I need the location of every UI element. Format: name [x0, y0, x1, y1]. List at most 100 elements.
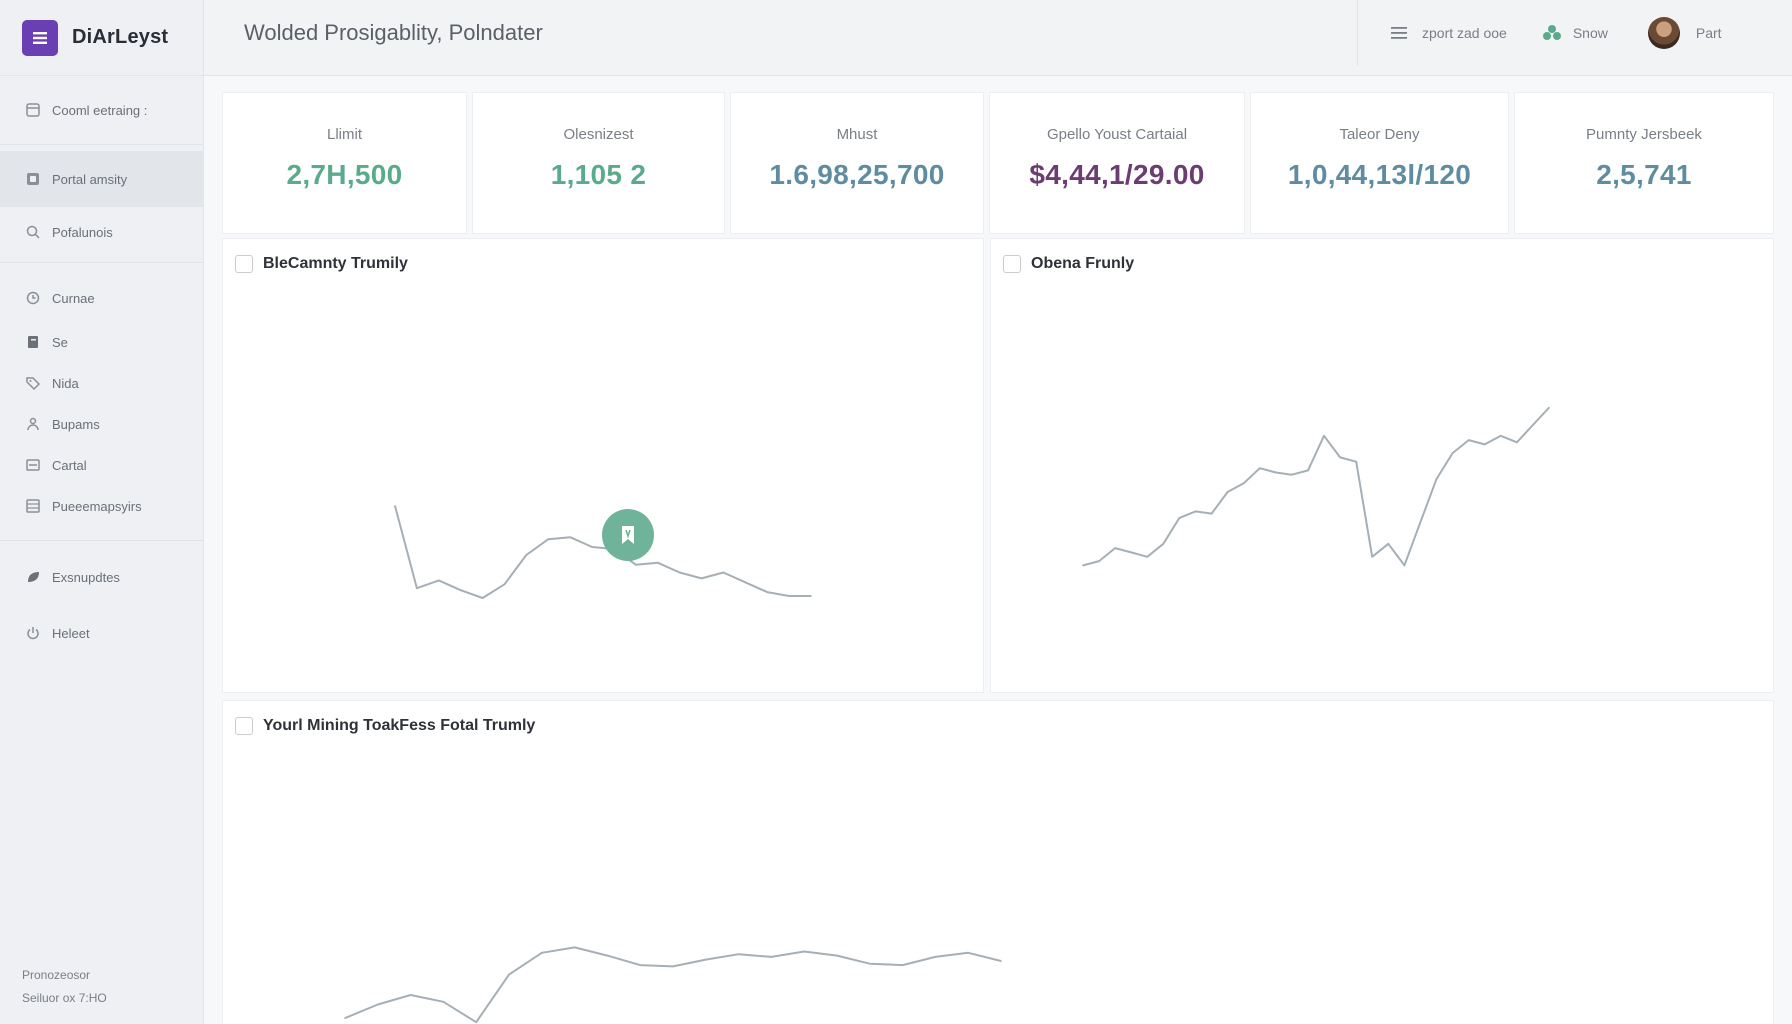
data-point	[1162, 543, 1165, 545]
sidebar-item-heleet[interactable]: Heleet	[0, 613, 204, 653]
page-title: Wolded Prosigablity, Polndater	[244, 20, 543, 45]
kpi-card[interactable]: Olesnizest 1,105 2	[472, 92, 725, 234]
data-point	[1403, 564, 1406, 567]
data-point	[1178, 517, 1181, 519]
sidebar-item-label: Pofalunois	[52, 224, 113, 240]
table-icon	[24, 497, 42, 515]
line-chart	[343, 891, 1003, 1024]
data-point	[1323, 435, 1325, 437]
data-point	[1483, 443, 1486, 446]
data-point	[573, 946, 576, 949]
clock-icon	[24, 289, 42, 307]
data-point	[1355, 460, 1357, 463]
sidebar-divider	[0, 262, 204, 263]
data-point	[770, 956, 773, 958]
sidebar-item-label: Heleet	[52, 625, 90, 641]
data-point	[475, 1021, 477, 1023]
data-point	[635, 563, 637, 566]
kpi-value: 1,0,44,13l/120	[1287, 159, 1472, 190]
sidebar-item-label: Cooml eetraing :	[52, 102, 148, 118]
search-icon	[24, 223, 42, 241]
data-point	[1275, 471, 1277, 474]
kpi-label: Taleor Deny	[1339, 126, 1420, 143]
sidebar-footer: Pronozeosor Seiluor ox 7:HO	[22, 964, 107, 1010]
sidebar-item-portal-amsity[interactable]: Portal amsity	[0, 151, 204, 207]
sidebar-item-cooml-eetraing[interactable]: Cooml eetraing :	[0, 90, 204, 130]
sidebar-item-pueeemapsyirs[interactable]: Pueeemapsyirs	[0, 486, 204, 526]
power-icon	[24, 624, 42, 642]
bookmark-icon	[618, 524, 638, 546]
kpi-value: 2,5,741	[1596, 159, 1692, 190]
data-point	[705, 958, 707, 961]
kpi-card[interactable]: Mhust 1.6,98,25,700	[730, 92, 984, 234]
panel-header: Obena Frunly	[1003, 255, 1134, 273]
sidebar-item-label: Cartal	[52, 457, 87, 473]
data-point	[810, 595, 812, 597]
data-point	[1000, 960, 1002, 962]
sidebar-item-label: Curnae	[52, 290, 95, 306]
chart-panel-2: Obena Frunly	[990, 238, 1774, 693]
data-point	[934, 956, 937, 958]
data-point	[1307, 469, 1309, 472]
kpi-value: 1.6,98,25,700	[769, 159, 945, 190]
data-point	[788, 595, 790, 597]
data-point	[377, 1003, 379, 1006]
data-point	[508, 973, 510, 976]
data-point	[803, 950, 805, 953]
data-point	[1532, 424, 1534, 426]
data-point	[1242, 482, 1245, 485]
data-point	[1339, 456, 1341, 459]
bookmark-marker[interactable]	[602, 509, 654, 561]
kpi-card[interactable]: Gpello Youst Cartaial $4,44,1/29.00	[989, 92, 1245, 234]
data-point	[1258, 467, 1261, 469]
data-point	[672, 965, 674, 968]
sidebar-item-cartal[interactable]: Cartal	[0, 445, 204, 485]
sidebar-item-label: Bupams	[52, 416, 100, 432]
kpi-card[interactable]: Llimit 2,7H,500	[222, 92, 467, 234]
panel-checkbox[interactable]	[235, 255, 253, 273]
data-point	[1291, 473, 1293, 476]
user-menu-button[interactable]: Part	[1647, 17, 1722, 49]
sidebar-item-bupams[interactable]: Bupams	[0, 404, 204, 444]
data-point	[744, 581, 747, 584]
data-point	[541, 952, 543, 954]
sidebar-divider	[0, 144, 204, 145]
data-point	[1387, 543, 1390, 545]
data-point	[1516, 441, 1518, 444]
kpi-label: Pumnty Jersbeek	[1586, 126, 1702, 143]
sidebar-item-nida[interactable]: Nida	[0, 363, 204, 403]
sidebar-item-exsnupdtes[interactable]: Exsnupdtes	[0, 557, 204, 597]
data-point	[394, 505, 396, 507]
list-icon	[24, 456, 42, 474]
sidebar-item-pofalunois[interactable]: Pofalunois	[0, 212, 204, 252]
panel-checkbox[interactable]	[1003, 255, 1021, 273]
series-line	[1082, 407, 1550, 567]
data-point	[547, 538, 550, 540]
avatar	[1647, 17, 1680, 49]
brand[interactable]: DiArLeyst	[0, 0, 204, 76]
kpi-card[interactable]: Pumnty Jersbeek 2,5,741	[1514, 92, 1774, 234]
series-line	[394, 505, 811, 599]
sidebar-item-label: Se	[52, 334, 68, 350]
export-menu-button[interactable]: zport zad ooe	[1390, 25, 1507, 41]
kpi-card[interactable]: Taleor Deny 1,0,44,13l/120	[1250, 92, 1509, 234]
user-label: Part	[1695, 25, 1722, 41]
line-chart	[393, 449, 813, 649]
kpi-value: 1,105 2	[550, 159, 647, 190]
sidebar-item-curnae[interactable]: Curnae	[0, 278, 204, 318]
snow-button[interactable]: Snow	[1541, 23, 1608, 43]
grid-icon	[24, 101, 42, 119]
footer-line: Pronozeosor	[22, 968, 91, 982]
data-point	[836, 954, 838, 957]
panel-checkbox[interactable]	[235, 717, 253, 735]
kpi-label: Gpello Youst Cartaial	[1046, 126, 1188, 143]
sidebar-item-se[interactable]: Se	[0, 322, 204, 362]
data-point	[503, 583, 506, 586]
data-point	[678, 571, 681, 574]
series-line	[344, 946, 1002, 1024]
chart-svg	[394, 505, 812, 599]
sidebar-divider	[0, 540, 204, 541]
kpi-label: Mhust	[836, 126, 878, 143]
top-header: Wolded Prosigablity, Polndater zport zad…	[204, 0, 1792, 76]
